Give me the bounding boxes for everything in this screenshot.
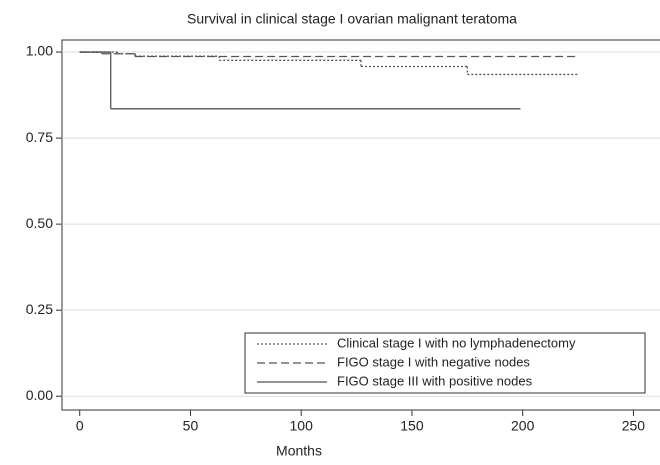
x-tick-label: 200	[511, 418, 535, 434]
x-tick-label: 50	[183, 418, 199, 434]
y-tick-label: 1.00	[26, 43, 53, 59]
legend-label: FIGO stage I with negative nodes	[337, 354, 530, 369]
y-tick-label: 0.25	[26, 301, 53, 317]
x-tick-label: 0	[76, 418, 84, 434]
y-tick-label: 0.50	[26, 215, 53, 231]
legend-label: FIGO stage III with positive nodes	[337, 373, 533, 388]
y-tick-label: 0.75	[26, 129, 53, 145]
legend-label: Clinical stage I with no lymphadenectomy	[337, 335, 576, 350]
chart-title: Survival in clinical stage I ovarian mal…	[187, 11, 517, 27]
plot-frame	[61, 39, 660, 411]
y-tick-label: 0.00	[26, 387, 53, 403]
x-tick-label: 250	[622, 418, 646, 434]
x-tick-label: 150	[400, 418, 424, 434]
x-axis-label: Months	[276, 443, 322, 459]
x-tick-label: 100	[290, 418, 314, 434]
